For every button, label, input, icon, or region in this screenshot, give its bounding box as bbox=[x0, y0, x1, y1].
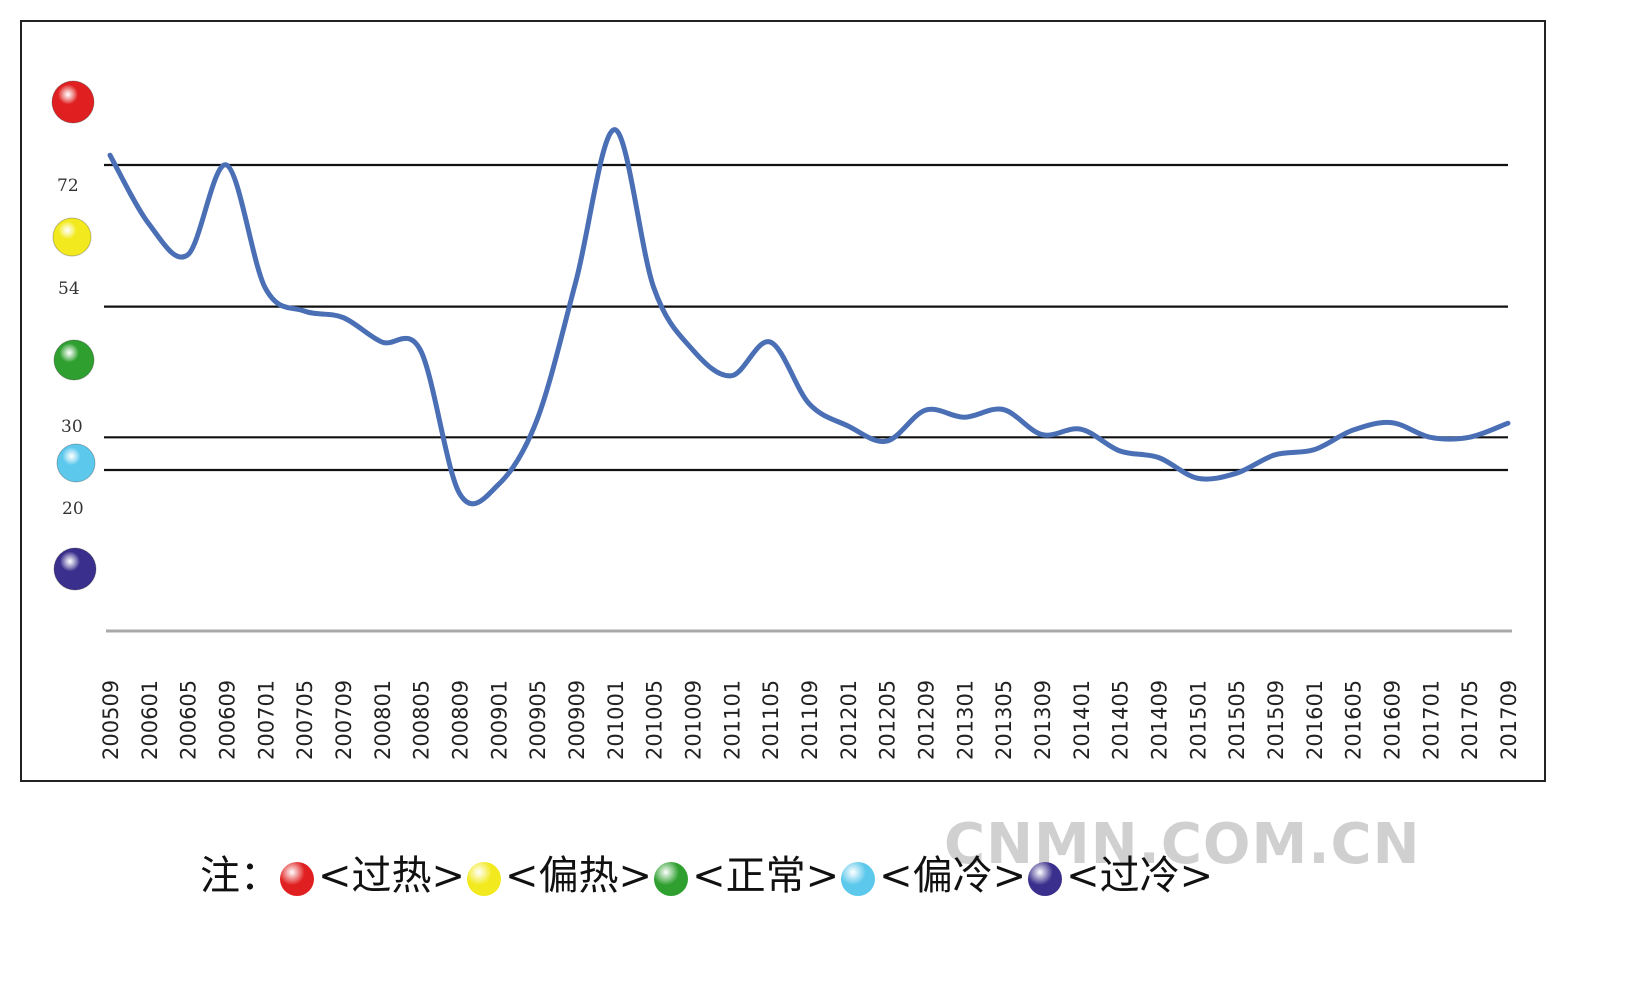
x-tick-label: 200605 bbox=[177, 680, 201, 760]
watermark: CNMN.COM.CN bbox=[944, 812, 1421, 877]
x-tick-label: 201309 bbox=[1031, 680, 1055, 760]
legend-color-ball bbox=[654, 862, 689, 896]
y-tick-labels: 72 54 30 20 bbox=[57, 176, 84, 519]
legend-item-label: <偏热> bbox=[505, 853, 653, 899]
x-tick-label: 200905 bbox=[526, 680, 550, 760]
x-tick-label: 201101 bbox=[720, 680, 744, 760]
status-ball-cool bbox=[56, 443, 96, 483]
legend-color-ball bbox=[841, 862, 876, 896]
x-tick-label: 201501 bbox=[1186, 680, 1210, 760]
threshold-lines bbox=[104, 163, 1508, 472]
legend-item-label: <过冷> bbox=[1066, 853, 1214, 899]
y-tick-label: 20 bbox=[62, 499, 84, 519]
x-tick-label: 200709 bbox=[332, 680, 356, 760]
x-tick-label: 201305 bbox=[992, 680, 1016, 760]
status-ball-warm bbox=[52, 217, 92, 257]
status-ball-overheat bbox=[51, 80, 95, 124]
y-tick-label: 30 bbox=[61, 417, 83, 437]
legend-item-label: <过热> bbox=[318, 853, 466, 899]
x-tick-label: 200809 bbox=[449, 680, 473, 760]
x-tick-label: 201001 bbox=[604, 680, 628, 760]
x-tick-label: 201209 bbox=[915, 680, 939, 760]
legend-color-ball bbox=[280, 862, 314, 896]
x-tick-label: 201405 bbox=[1109, 680, 1133, 760]
x-tick-label: 201509 bbox=[1264, 680, 1288, 760]
x-tick-labels: 200509 200601 200605 200609 200701 200705 2007… bbox=[99, 680, 1521, 760]
x-tick-label: 201705 bbox=[1458, 680, 1482, 760]
x-tick-label: 201609 bbox=[1381, 680, 1405, 760]
x-tick-label: 201701 bbox=[1419, 680, 1443, 760]
status-ball-normal bbox=[53, 339, 95, 381]
x-tick-label: 201601 bbox=[1303, 680, 1327, 760]
x-tick-label: 201109 bbox=[798, 680, 822, 760]
x-tick-label: 200509 bbox=[99, 680, 123, 760]
y-tick-label: 54 bbox=[58, 279, 80, 299]
x-tick-label: 200909 bbox=[565, 680, 589, 760]
x-tick-label: 200601 bbox=[138, 680, 162, 760]
x-tick-label: 200805 bbox=[410, 680, 434, 760]
x-tick-label: 201009 bbox=[682, 680, 706, 760]
legend-items: <过热> <偏热> <正常> <偏冷> <过冷> bbox=[280, 843, 1215, 901]
legend: 注： <过热> <偏热> <正常> <偏冷> <过冷> bbox=[200, 842, 1215, 902]
x-tick-label: 201401 bbox=[1070, 680, 1094, 760]
legend-color-ball bbox=[1028, 862, 1063, 896]
x-tick-label: 201105 bbox=[759, 680, 783, 760]
x-tick-label: 201605 bbox=[1342, 680, 1366, 760]
status-ball-overcool bbox=[53, 547, 97, 591]
x-tick-label: 201409 bbox=[1148, 680, 1172, 760]
x-tick-label: 200701 bbox=[254, 680, 278, 760]
x-tick-label: 200705 bbox=[293, 680, 317, 760]
x-tick-label: 201301 bbox=[953, 680, 977, 760]
x-tick-label: 200901 bbox=[487, 680, 511, 760]
x-tick-label: 200609 bbox=[216, 680, 240, 760]
chart-frame bbox=[20, 20, 1546, 782]
y-tick-label: 72 bbox=[57, 176, 79, 196]
x-tick-label: 201205 bbox=[876, 680, 900, 760]
x-tick-label: 201005 bbox=[643, 680, 667, 760]
status-balls bbox=[51, 80, 97, 591]
legend-item-label: <正常> bbox=[692, 853, 840, 899]
x-tick-label: 201709 bbox=[1497, 680, 1521, 760]
legend-item-label: <偏冷> bbox=[879, 853, 1027, 899]
legend-color-ball bbox=[467, 862, 502, 896]
x-tick-label: 201201 bbox=[837, 680, 861, 760]
legend-note-label: 注： bbox=[200, 853, 280, 899]
x-tick-label: 201505 bbox=[1225, 680, 1249, 760]
series-line bbox=[107, 127, 1511, 507]
x-tick-label: 200801 bbox=[371, 680, 395, 760]
